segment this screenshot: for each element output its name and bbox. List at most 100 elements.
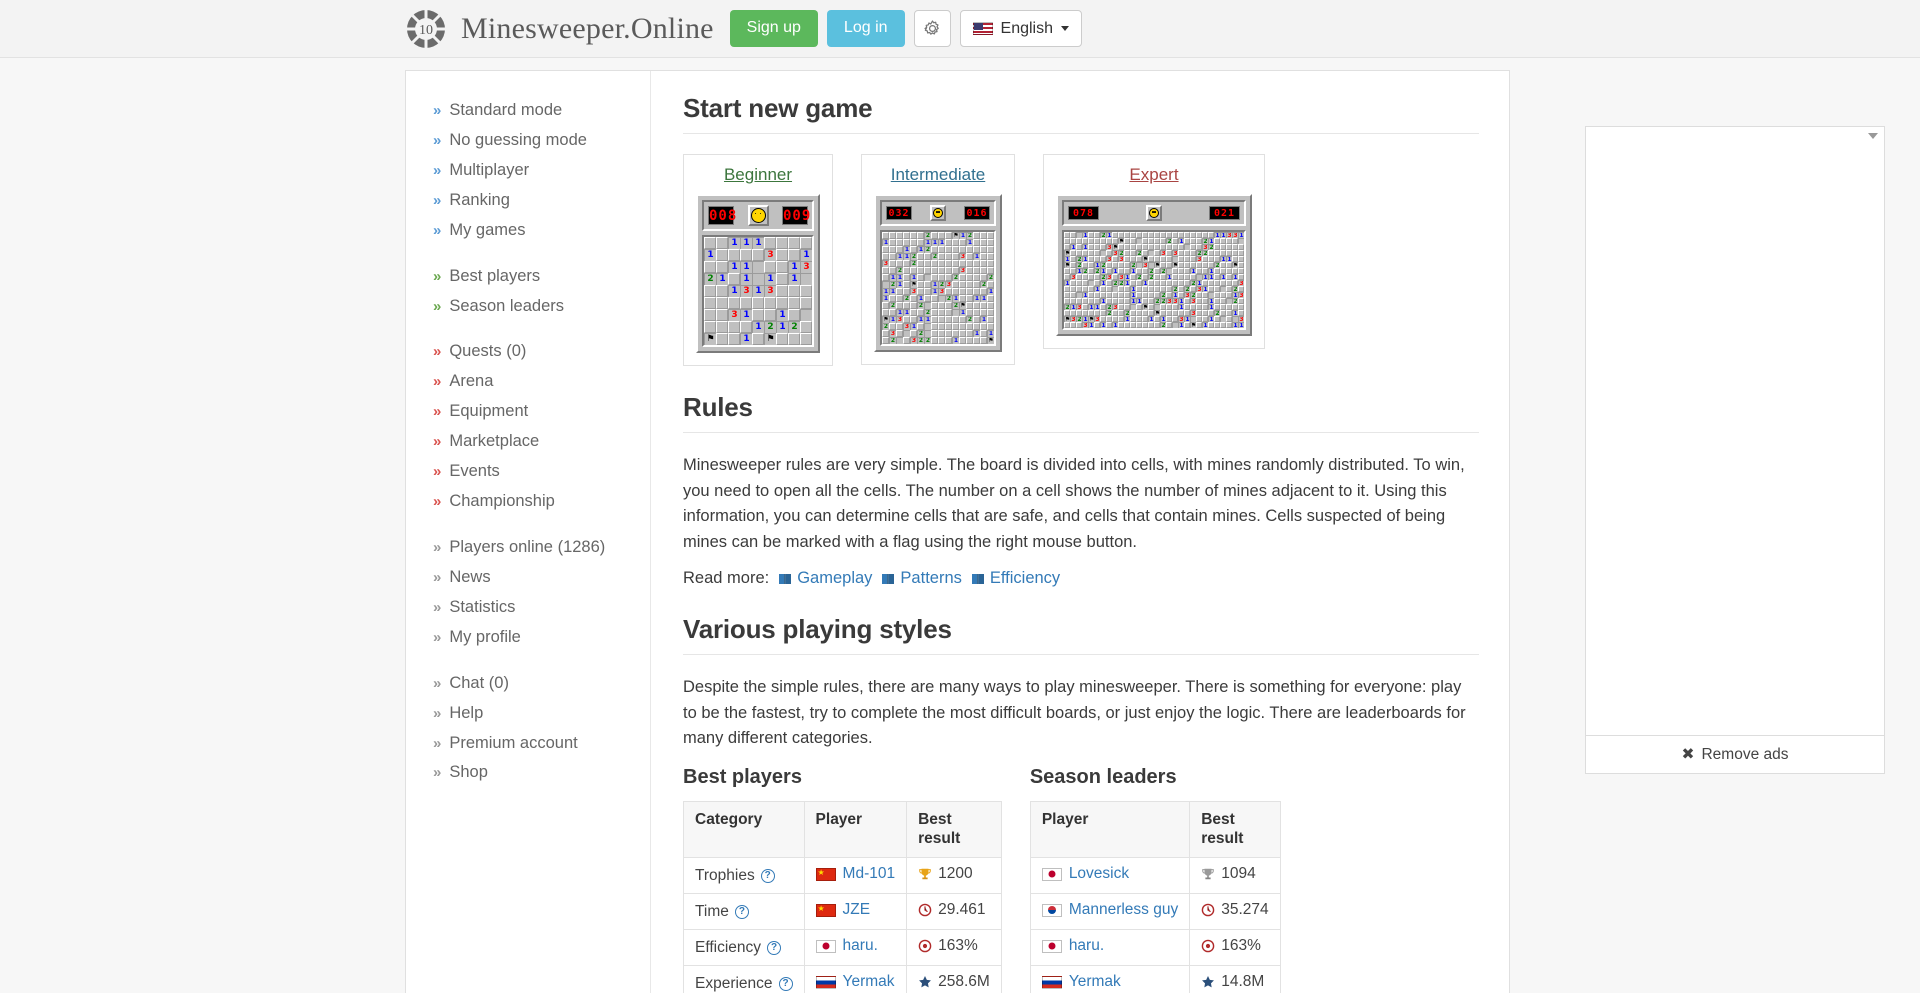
board-cell[interactable] bbox=[987, 239, 994, 246]
board-cell[interactable] bbox=[776, 333, 788, 345]
board-cell[interactable] bbox=[966, 260, 973, 267]
board-cell[interactable]: 1 bbox=[1130, 292, 1136, 298]
board-cell[interactable] bbox=[1178, 280, 1184, 286]
board-cell[interactable] bbox=[1070, 232, 1076, 238]
board-cell[interactable]: 2 bbox=[924, 309, 931, 316]
board-cell[interactable]: 1 bbox=[1232, 322, 1238, 328]
board-cell[interactable]: 1 bbox=[1208, 316, 1214, 322]
board-cell[interactable]: 1 bbox=[740, 273, 752, 285]
board-cell[interactable] bbox=[728, 297, 740, 309]
board-cell[interactable] bbox=[938, 323, 945, 330]
board-cell[interactable]: 2 bbox=[910, 260, 917, 267]
board-cell[interactable]: 1 bbox=[800, 249, 812, 261]
smiley-face-button[interactable] bbox=[747, 205, 769, 226]
board-cell[interactable]: 2 bbox=[917, 330, 924, 337]
board-cell[interactable] bbox=[1208, 310, 1214, 316]
board-cell[interactable] bbox=[1184, 280, 1190, 286]
board-cell[interactable]: 1 bbox=[1070, 244, 1076, 250]
board-cell[interactable] bbox=[1094, 322, 1100, 328]
player-link[interactable]: Mannerless guy bbox=[1068, 901, 1179, 919]
board-cell[interactable] bbox=[776, 285, 788, 297]
board-cell[interactable] bbox=[1172, 232, 1178, 238]
board-cell[interactable] bbox=[1172, 304, 1178, 310]
board-cell[interactable] bbox=[889, 260, 896, 267]
board-cell[interactable] bbox=[1076, 322, 1082, 328]
board-cell[interactable] bbox=[1232, 304, 1238, 310]
board-cell[interactable] bbox=[973, 232, 980, 239]
board-cell[interactable] bbox=[800, 297, 812, 309]
board-cell[interactable] bbox=[1214, 304, 1220, 310]
board-cell[interactable]: 1 bbox=[1100, 268, 1106, 274]
board-cell[interactable]: 3 bbox=[1160, 250, 1166, 256]
board-cell[interactable]: 1 bbox=[764, 273, 776, 285]
board-cell[interactable] bbox=[910, 316, 917, 323]
board-cell[interactable]: 1 bbox=[1208, 274, 1214, 280]
board-cell[interactable] bbox=[1208, 292, 1214, 298]
board-cell[interactable] bbox=[903, 239, 910, 246]
board-cell[interactable] bbox=[1076, 244, 1082, 250]
board-cell[interactable] bbox=[1094, 298, 1100, 304]
board-cell[interactable]: 1 bbox=[788, 261, 800, 273]
board-cell[interactable] bbox=[1184, 268, 1190, 274]
board-cell[interactable] bbox=[1196, 292, 1202, 298]
board-cell[interactable] bbox=[1142, 286, 1148, 292]
board-cell[interactable]: 1 bbox=[903, 253, 910, 260]
board-cell[interactable]: 3 bbox=[1112, 250, 1118, 256]
board-cell[interactable] bbox=[1106, 316, 1112, 322]
board-cell[interactable]: 1 bbox=[1106, 232, 1112, 238]
board-cell[interactable]: 1 bbox=[882, 239, 889, 246]
board-cell[interactable] bbox=[1142, 322, 1148, 328]
board-cell[interactable]: 1 bbox=[740, 333, 752, 345]
board-cell[interactable] bbox=[1154, 256, 1160, 262]
board-cell[interactable]: 2 bbox=[1202, 250, 1208, 256]
board-cell[interactable]: 2 bbox=[966, 316, 973, 323]
sidebar-item-equipment[interactable]: » Equipment bbox=[406, 397, 650, 427]
board-cell[interactable] bbox=[917, 260, 924, 267]
board-cell[interactable] bbox=[1154, 304, 1160, 310]
board-cell[interactable] bbox=[1106, 280, 1112, 286]
board-cell[interactable]: 2 bbox=[924, 246, 931, 253]
board-cell[interactable]: 1 bbox=[1208, 238, 1214, 244]
board-cell[interactable] bbox=[1166, 256, 1172, 262]
board-cell[interactable]: 3 bbox=[938, 288, 945, 295]
board-cell[interactable] bbox=[1232, 316, 1238, 322]
board-cell[interactable] bbox=[1184, 238, 1190, 244]
board-cell[interactable] bbox=[1196, 268, 1202, 274]
board-cell[interactable]: 2 bbox=[966, 232, 973, 239]
board-cell[interactable]: 1 bbox=[1232, 292, 1238, 298]
board-cell[interactable] bbox=[1232, 268, 1238, 274]
board-cell[interactable] bbox=[1136, 286, 1142, 292]
board-cell[interactable] bbox=[945, 309, 952, 316]
board-cell[interactable] bbox=[973, 239, 980, 246]
board-cell[interactable] bbox=[896, 239, 903, 246]
board-cell[interactable]: ⚑ bbox=[1088, 316, 1094, 322]
board-cell[interactable]: 3 bbox=[1232, 232, 1238, 238]
board-cell[interactable]: 1 bbox=[1070, 304, 1076, 310]
board-cell[interactable] bbox=[1184, 250, 1190, 256]
board-cell[interactable]: 1 bbox=[1094, 262, 1100, 268]
board-cell[interactable] bbox=[987, 316, 994, 323]
board-cell[interactable] bbox=[959, 330, 966, 337]
board-cell[interactable] bbox=[1202, 268, 1208, 274]
board-cell[interactable] bbox=[1130, 304, 1136, 310]
board-cell[interactable] bbox=[1130, 232, 1136, 238]
board-cell[interactable] bbox=[1124, 292, 1130, 298]
board-cell[interactable]: 3 bbox=[945, 281, 952, 288]
board-cell[interactable] bbox=[1088, 232, 1094, 238]
board-cell[interactable]: 2 bbox=[1124, 310, 1130, 316]
board-cell[interactable] bbox=[931, 316, 938, 323]
board-cell[interactable] bbox=[945, 239, 952, 246]
board-cell[interactable]: 2 bbox=[889, 337, 896, 344]
board-cell[interactable] bbox=[959, 281, 966, 288]
board-cell[interactable]: 1 bbox=[896, 274, 903, 281]
board-cell[interactable] bbox=[1220, 244, 1226, 250]
board-cell[interactable] bbox=[1154, 250, 1160, 256]
board-cell[interactable] bbox=[1076, 232, 1082, 238]
board-cell[interactable]: 2 bbox=[945, 295, 952, 302]
board-cell[interactable] bbox=[938, 316, 945, 323]
board-cell[interactable]: 3 bbox=[1202, 244, 1208, 250]
cell-grid[interactable]: 1 1 1 1 3 1 1 1 1 3 2 1 1 1 1 1 3 1 3 3 1 1 1 2 1 2 ⚑ 1 ⚑ bbox=[702, 235, 814, 347]
board-cell[interactable]: ⚑ bbox=[882, 316, 889, 323]
board-cell[interactable]: 1 bbox=[1082, 256, 1088, 262]
player-link[interactable]: JZE bbox=[842, 901, 871, 919]
